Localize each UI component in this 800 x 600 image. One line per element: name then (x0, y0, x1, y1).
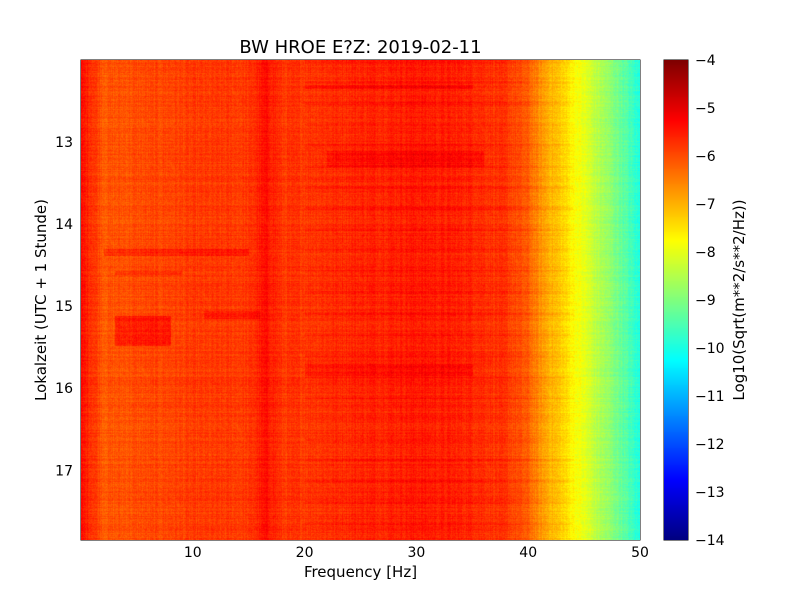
x-axis-label: Frequency [Hz] (304, 563, 417, 581)
y-tick-label: 14 (55, 217, 73, 233)
colorbar-tick-label: −9 (695, 293, 716, 309)
colorbar-tick-label: −8 (695, 245, 716, 261)
colorbar-tick-label: −12 (695, 437, 725, 453)
colorbar-gradient (664, 60, 688, 540)
x-axis: 10 20 30 40 50 (184, 60, 649, 561)
x-tick-label: 50 (631, 545, 649, 561)
colorbar-tick-label: −7 (695, 197, 716, 213)
y-tick-label: 16 (55, 381, 73, 397)
colorbar-tick-label: −11 (695, 389, 725, 405)
chart-title: BW HROE E?Z: 2019-02-11 (239, 37, 481, 58)
y-tick-label: 17 (55, 463, 73, 479)
y-tick-label: 15 (55, 299, 73, 315)
colorbar-tick-label: −6 (695, 149, 716, 165)
spectrogram-heatmap (81, 60, 640, 540)
colorbar-tick-label: −4 (695, 53, 716, 69)
x-tick-label: 20 (296, 545, 314, 561)
colorbar-tick-label: −14 (695, 533, 725, 549)
y-tick-label: 13 (55, 135, 73, 151)
colorbar-tick-label: −10 (695, 341, 725, 357)
x-tick-label: 40 (519, 545, 537, 561)
y-axis-label: Lokalzeit (UTC + 1 Stunde) (32, 199, 50, 401)
x-tick-label: 30 (407, 545, 425, 561)
x-tick-label: 10 (184, 545, 202, 561)
colorbar-label: Log10(Sqrt(m**2/s**2/Hz)) (730, 199, 748, 400)
colorbar-axis: −4 −5 −6 −7 −8 −9 −10 −11 −12 −13 −14 (683, 53, 725, 549)
colorbar-tick-label: −13 (695, 485, 725, 501)
y-axis: 13 14 15 16 17 (55, 135, 640, 479)
colorbar-tick-label: −5 (695, 101, 716, 117)
